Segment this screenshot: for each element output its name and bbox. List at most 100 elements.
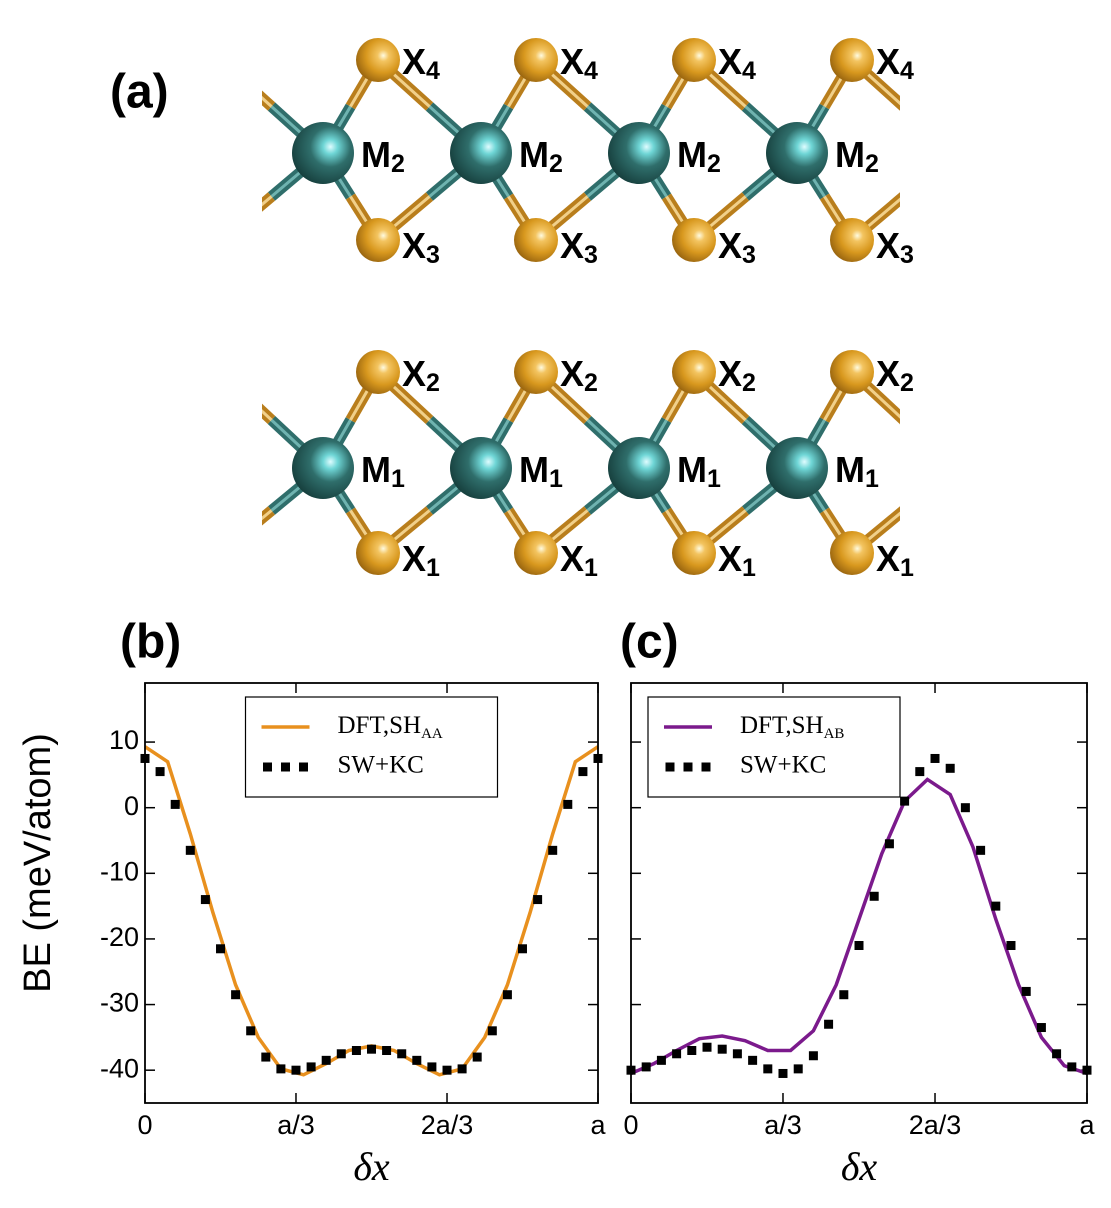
atom-label: M2: [519, 134, 563, 178]
data-marker: [367, 1044, 376, 1054]
atom-label-base: X: [876, 353, 900, 394]
bond-highlight: [955, 153, 983, 197]
y-tick-label: -20: [100, 922, 139, 952]
legend-marker: [665, 762, 675, 772]
x-axis-label: δx: [353, 1144, 390, 1189]
y-tick-label: 0: [124, 791, 139, 821]
data-marker: [778, 1068, 788, 1078]
data-marker: [1021, 986, 1031, 996]
atom-label-base: X: [718, 353, 742, 394]
data-marker: [960, 803, 970, 813]
atoms: [292, 38, 874, 575]
data-marker: [824, 1019, 834, 1029]
bond: [955, 468, 983, 511]
data-marker: [472, 1052, 482, 1062]
bond: [899, 423, 900, 425]
metal-atom: [766, 122, 828, 184]
chalcogen-atom: [830, 38, 874, 82]
chalcogen-atom: [356, 218, 400, 262]
data-marker: [991, 901, 1001, 911]
data-marker: [641, 1062, 651, 1072]
data-marker: [748, 1055, 758, 1065]
bond-highlight: [1062, 153, 1111, 197]
legend-marker: [683, 762, 693, 772]
data-marker: [839, 990, 849, 1000]
bond: [899, 506, 900, 507]
bond-highlight: [193, 197, 221, 241]
bond: [165, 107, 193, 154]
chalcogen-atom: [672, 350, 716, 394]
data-marker: [945, 763, 955, 773]
bond-highlight: [165, 153, 193, 197]
data-marker: [900, 796, 910, 806]
bond-highlight: [262, 95, 273, 108]
bond: [165, 420, 193, 468]
atom-label: M2: [835, 134, 879, 178]
data-marker: [487, 1026, 497, 1036]
atom-label-sub: 2: [426, 369, 440, 397]
atom-label-sub: 1: [426, 554, 440, 582]
bond-highlight: [165, 107, 193, 154]
atom-label-sub: 4: [900, 57, 914, 85]
chalcogen-atom: [514, 38, 558, 82]
y-tick-label: -30: [100, 988, 139, 1018]
data-marker: [717, 1044, 727, 1054]
data-marker: [763, 1064, 773, 1074]
data-marker: [261, 1052, 271, 1062]
chalcogen-atom: [672, 531, 716, 575]
legend-label: SW+KC: [740, 752, 826, 779]
atom-label-base: X: [718, 538, 742, 579]
metal-atom: [766, 437, 828, 499]
bond-highlight: [1010, 511, 1062, 554]
bond-highlight: [262, 409, 273, 422]
atom-label-sub: 3: [584, 241, 598, 269]
chalcogen-atom: [830, 531, 874, 575]
atom-label-sub: 2: [742, 369, 756, 397]
legend-label-base: DFT,SH: [338, 712, 422, 739]
bond-highlight: [262, 195, 273, 207]
data-marker: [231, 990, 241, 1000]
data-marker: [915, 767, 925, 777]
bond-highlight: [262, 509, 273, 521]
x-tick-label: 0: [623, 1110, 638, 1140]
data-marker: [382, 1046, 392, 1055]
legend-box: [647, 696, 901, 798]
data-marker: [321, 1055, 331, 1065]
atom-label-base: X: [560, 538, 584, 579]
atom-label-base: X: [402, 225, 426, 266]
legend-marker: [701, 762, 711, 772]
data-marker: [336, 1049, 346, 1059]
metal-atom: [292, 437, 354, 499]
data-marker: [548, 845, 558, 855]
bond: [1010, 197, 1062, 241]
atom-label-sub: 2: [865, 150, 879, 178]
legend-marker: [281, 762, 290, 772]
atom-label-base: X: [718, 225, 742, 266]
bond: [899, 110, 900, 111]
x-tick-label: a: [1079, 1110, 1095, 1140]
x-tick-label: 2a/3: [421, 1110, 474, 1140]
atom-label: X1: [402, 538, 440, 582]
atom-label-base: M: [361, 134, 391, 175]
data-marker: [276, 1064, 286, 1074]
bond: [1062, 153, 1111, 197]
atom-label-base: X: [876, 225, 900, 266]
atom-label-sub: 4: [742, 57, 756, 85]
chalcogen-atom: [830, 350, 874, 394]
bond: [193, 372, 221, 420]
data-marker: [502, 990, 512, 1000]
bond: [1062, 468, 1111, 511]
atom-label-base: M: [677, 449, 707, 490]
bond: [983, 197, 1011, 241]
bond: [899, 192, 900, 193]
y-tick-label: 10: [109, 725, 139, 755]
atom-label-sub: 1: [549, 465, 563, 493]
atom-label-sub: 1: [707, 465, 721, 493]
chalcogen-atom: [356, 350, 400, 394]
bond-highlight: [904, 468, 956, 511]
chalcogen-atom: [514, 218, 558, 262]
atom-label-base: X: [402, 41, 426, 82]
bond: [165, 468, 193, 511]
panel-label: (a): [110, 66, 169, 119]
atom-label: X3: [876, 225, 914, 269]
